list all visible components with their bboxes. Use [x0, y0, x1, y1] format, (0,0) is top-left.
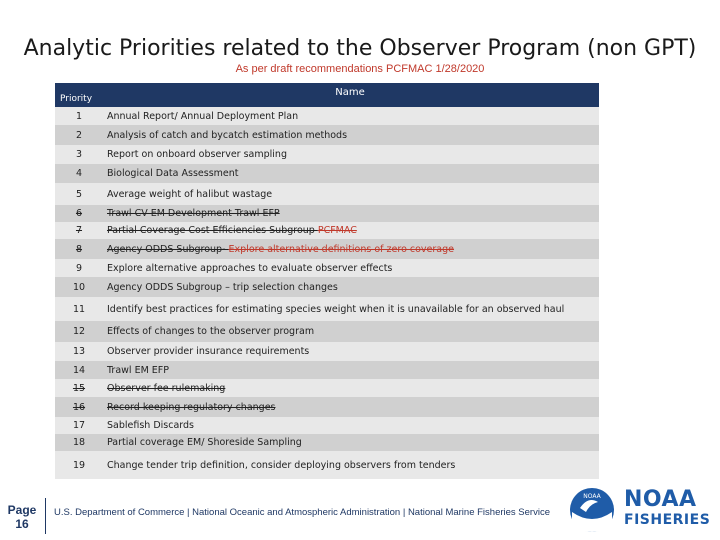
- priority-name-text: Effects of changes to the observer progr…: [107, 326, 315, 337]
- table-row: 16 Record keeping regulatory changes: [55, 397, 599, 417]
- priority-number: 10: [55, 277, 103, 297]
- table-row: 15 Observer fee rulemaking: [55, 379, 599, 397]
- priority-name: Average weight of halibut wastage: [103, 183, 599, 205]
- priority-number: 17: [55, 417, 103, 434]
- priority-name: Sablefish Discards: [103, 417, 599, 434]
- priority-name-red-text: Explore alternative definitions of zero …: [228, 243, 455, 255]
- priority-number: 2: [55, 125, 103, 145]
- priority-name: Explore alternative approaches to evalua…: [103, 259, 599, 277]
- priority-name: Identify best practices for estimating s…: [103, 297, 599, 321]
- table-row: 17 Sablefish Discards: [55, 417, 599, 434]
- priority-number: 18: [55, 434, 103, 451]
- table-row: 3 Report on onboard observer sampling: [55, 145, 599, 164]
- priority-table: 1 Annual Report/ Annual Deployment Plan 2 A…: [55, 107, 599, 479]
- priority-name-text: Agency ODDS Subgroup-: [107, 243, 229, 255]
- noaa-emblem-text: NOAA: [583, 493, 601, 500]
- footer-divider: [45, 498, 46, 534]
- table-header-bar: [55, 83, 599, 107]
- priority-name-text: Analysis of catch and bycatch estimation…: [107, 129, 348, 141]
- priority-name-text: Observer provider insurance requirements: [107, 346, 310, 357]
- priority-number: 14: [55, 361, 103, 379]
- noaa-emblem-icon: NOAA: [570, 488, 614, 532]
- table-row: 18 Partial coverage EM/ Shoreside Samplin…: [55, 434, 599, 451]
- priority-name: Trawl CV EM Development Trawl EFP: [103, 205, 599, 222]
- priority-name-text: Sablefish Discards: [107, 420, 195, 431]
- priority-name-text: Average weight of halibut wastage: [107, 188, 273, 200]
- priority-name: Agency ODDS Subgroup- Explore alternativ…: [103, 239, 599, 259]
- priority-number: 19: [55, 451, 103, 479]
- table-row: 1 Annual Report/ Annual Deployment Plan: [55, 107, 599, 125]
- page-number: 16: [15, 517, 29, 531]
- priority-name: Biological Data Assessment: [103, 164, 599, 183]
- priority-name: Trawl EM EFP: [103, 361, 599, 379]
- table-row: 8 Agency ODDS Subgroup- Explore alternati…: [55, 239, 599, 259]
- priority-number: 6: [55, 205, 103, 222]
- priority-name-text: Report on onboard observer sampling: [107, 149, 287, 160]
- priority-number: 4: [55, 164, 103, 183]
- priority-name: Partial coverage EM/ Shoreside Sampling: [103, 434, 599, 451]
- table-row: 14 Trawl EM EFP: [55, 361, 599, 379]
- priority-number: 9: [55, 259, 103, 277]
- page-label: Page: [7, 503, 37, 517]
- priority-number: 12: [55, 321, 103, 342]
- priority-number: 1: [55, 107, 103, 125]
- priority-name: Agency ODDS Subgroup – trip selection ch…: [103, 277, 599, 297]
- priority-name: Change tender trip definition, consider …: [103, 451, 599, 479]
- priority-name-text: Explore alternative approaches to evalua…: [107, 262, 393, 274]
- header-name: Name: [335, 87, 365, 98]
- priority-name: Partial Coverage Cost Efficiencies Subgr…: [103, 222, 599, 239]
- priority-name-text: Biological Data Assessment: [107, 168, 239, 179]
- priority-number: 7: [55, 222, 103, 239]
- table-row: 4 Biological Data Assessment: [55, 164, 599, 183]
- priority-name-red-text: PCFMAC: [317, 225, 357, 236]
- page-indicator: Page 16: [4, 503, 40, 531]
- logo-line2: FISHERIES: [624, 512, 711, 528]
- table-row: 12 Effects of changes to the observer pro…: [55, 321, 599, 342]
- priority-name: Observer fee rulemaking: [103, 379, 599, 397]
- header-priority: Priority: [60, 94, 93, 104]
- logo-line1: NOAA: [624, 487, 697, 512]
- priority-name: Annual Report/ Annual Deployment Plan: [103, 107, 599, 125]
- table-row: 2 Analysis of catch and bycatch estimatio…: [55, 125, 599, 145]
- priority-name: Analysis of catch and bycatch estimation…: [103, 125, 599, 145]
- priority-name-text: Identify best practices for estimating s…: [107, 303, 565, 315]
- table-row: 6 Trawl CV EM Development Trawl EFP: [55, 205, 599, 222]
- noaa-fisheries-logo: NOAA NOAA FISHERIES: [566, 484, 716, 534]
- priority-name-text: Agency ODDS Subgroup – trip selection ch…: [107, 281, 338, 293]
- slide-subtitle: As per draft recommendations PCFMAC 1/28…: [235, 63, 485, 75]
- priority-number: 13: [55, 342, 103, 361]
- footer-text: U.S. Department of Commerce | National O…: [54, 507, 550, 518]
- table-row: 7 Partial Coverage Cost Efficiencies Subg…: [55, 222, 599, 239]
- table-row: 11 Identify best practices for estimating…: [55, 297, 599, 321]
- priority-name: Report on onboard observer sampling: [103, 145, 599, 164]
- priority-number: 5: [55, 183, 103, 205]
- priority-number: 15: [55, 379, 103, 397]
- priority-name: Record keeping regulatory changes: [103, 397, 599, 417]
- priority-number: 3: [55, 145, 103, 164]
- table-row: 5 Average weight of halibut wastage: [55, 183, 599, 205]
- logo-wordmark: NOAA FISHERIES: [624, 487, 711, 530]
- priority-name-text: Annual Report/ Annual Deployment Plan: [107, 110, 299, 122]
- priority-name: Effects of changes to the observer progr…: [103, 321, 599, 342]
- priority-number: 11: [55, 297, 103, 321]
- priority-number: 8: [55, 239, 103, 259]
- priority-name-text: Trawl CV EM Development Trawl EFP: [107, 208, 280, 219]
- table-row: 10 Agency ODDS Subgroup – trip selection …: [55, 277, 599, 297]
- slide-title: Analytic Priorities related to the Obser…: [23, 36, 697, 61]
- priority-name-text: Change tender trip definition, consider …: [107, 459, 456, 471]
- table-row: 9 Explore alternative approaches to evalu…: [55, 259, 599, 277]
- priority-name-text: Partial coverage EM/ Shoreside Sampling: [107, 437, 302, 448]
- priority-name-text: Record keeping regulatory changes: [107, 401, 276, 413]
- priority-name-text: Trawl EM EFP: [107, 364, 169, 376]
- priority-name-text: Observer fee rulemaking: [107, 382, 226, 394]
- table-row: 19 Change tender trip definition, conside…: [55, 451, 599, 479]
- priority-name-text: Partial Coverage Cost Efficiencies Subgr…: [107, 225, 318, 236]
- table-row: 13 Observer provider insurance requiremen…: [55, 342, 599, 361]
- priority-name: Observer provider insurance requirements: [103, 342, 599, 361]
- priority-number: 16: [55, 397, 103, 417]
